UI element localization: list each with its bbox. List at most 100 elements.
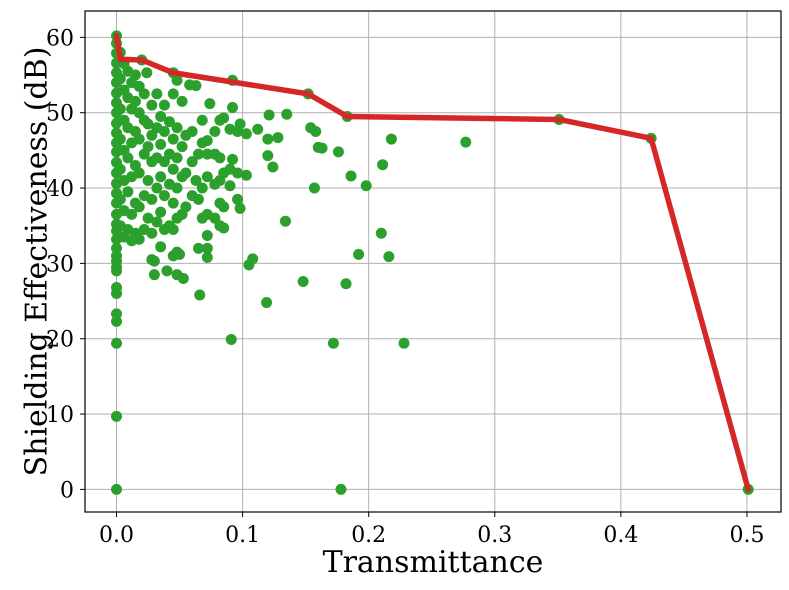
- data-point-2: [111, 337, 123, 349]
- data-point-77: [138, 88, 150, 100]
- data-point-114: [167, 163, 179, 175]
- data-point-184: [247, 253, 259, 265]
- data-point-150: [201, 230, 213, 242]
- data-point-79: [142, 212, 154, 224]
- data-point-55: [126, 208, 138, 220]
- data-point-49: [122, 186, 134, 198]
- data-point-136: [186, 156, 198, 168]
- data-point-80: [142, 175, 154, 187]
- x-tick-label-0: 0.0: [99, 523, 134, 548]
- data-point-116: [167, 88, 179, 100]
- data-point-11: [111, 242, 123, 254]
- data-point-89: [148, 269, 160, 281]
- data-point-99: [155, 138, 167, 150]
- data-point-177: [232, 167, 244, 179]
- data-point-139: [190, 175, 202, 187]
- data-point-188: [262, 133, 274, 145]
- data-point-174: [227, 101, 239, 113]
- data-point-191: [272, 132, 284, 144]
- data-point-132: [180, 167, 192, 179]
- y-tick-label-6: 60: [46, 26, 74, 51]
- y-tick-label-0: 0: [60, 478, 74, 503]
- y-tick-label-4: 40: [46, 177, 74, 202]
- data-point-208: [360, 180, 372, 192]
- data-point-182: [240, 128, 252, 140]
- data-point-165: [218, 222, 230, 234]
- data-point-152: [201, 171, 213, 183]
- data-point-197: [308, 182, 320, 194]
- data-point-190: [267, 161, 279, 173]
- data-point-172: [225, 333, 237, 345]
- data-point-50: [122, 152, 134, 164]
- y-tick-label-3: 30: [46, 252, 74, 277]
- data-point-124: [171, 74, 183, 86]
- x-tick-label-1: 0.1: [225, 523, 260, 548]
- data-point-198: [310, 126, 322, 138]
- data-point-81: [142, 141, 154, 153]
- data-point-180: [234, 118, 246, 130]
- data-point-163: [214, 152, 226, 164]
- data-point-39: [114, 73, 126, 85]
- data-point-100: [155, 110, 167, 122]
- data-point-176: [232, 193, 244, 205]
- data-point-91: [151, 216, 163, 228]
- data-point-37: [114, 133, 126, 145]
- frontier-line-1: [113, 33, 751, 493]
- data-point-130: [177, 272, 189, 284]
- data-point-179: [234, 202, 246, 214]
- data-point-185: [252, 123, 264, 135]
- data-point-104: [158, 126, 170, 138]
- data-point-69: [133, 133, 145, 145]
- data-point-140: [192, 242, 204, 254]
- data-point-90: [148, 255, 160, 267]
- data-point-131: [180, 201, 192, 213]
- x-axis-ticks: 0.0 0.1 0.2 0.3 0.4 0.5: [99, 512, 764, 548]
- data-point-4: [111, 308, 123, 320]
- data-point-84: [146, 227, 158, 239]
- data-point-85: [146, 193, 158, 205]
- data-point-78: [141, 67, 153, 79]
- data-point-98: [155, 171, 167, 183]
- data-point-148: [201, 251, 213, 263]
- data-point-186: [261, 297, 273, 309]
- data-point-110: [163, 116, 175, 128]
- y-axis-title: Shielding Effectiveness (dB): [20, 47, 55, 477]
- data-point-88: [146, 99, 158, 111]
- data-point-92: [151, 182, 163, 194]
- data-point-138: [190, 80, 202, 92]
- data-point-181: [240, 169, 252, 181]
- x-tick-label-5: 0.5: [729, 523, 764, 548]
- data-point-97: [155, 206, 167, 218]
- data-point-95: [151, 88, 163, 100]
- data-point-200: [316, 142, 328, 154]
- data-point-207: [353, 248, 365, 260]
- data-point-0: [111, 483, 123, 495]
- data-point-169: [224, 180, 236, 192]
- data-point-155: [204, 98, 216, 110]
- data-point-145: [196, 182, 208, 194]
- data-point-192: [279, 215, 291, 227]
- data-point-202: [332, 146, 344, 158]
- data-point-67: [133, 201, 145, 213]
- data-point-203: [335, 483, 347, 495]
- y-tick-label-5: 50: [46, 102, 74, 127]
- data-point-210: [377, 159, 389, 171]
- y-axis-ticks: 0 10 20 30 40 50 60: [46, 26, 85, 503]
- frontier-lines: [113, 33, 751, 493]
- data-point-194: [297, 275, 309, 287]
- data-point-10: [111, 250, 123, 262]
- data-point-137: [186, 126, 198, 138]
- data-point-149: [201, 242, 213, 254]
- data-point-213: [398, 337, 410, 349]
- data-point-128: [176, 141, 188, 153]
- data-point-193: [281, 108, 293, 120]
- y-tick-label-2: 20: [46, 328, 74, 353]
- data-point-142: [192, 148, 204, 160]
- x-tick-label-2: 0.2: [351, 523, 386, 548]
- data-point-214: [460, 136, 472, 148]
- data-point-6: [111, 281, 123, 293]
- plot-frame: [84, 10, 782, 513]
- data-point-125: [174, 248, 186, 260]
- data-point-96: [155, 241, 167, 253]
